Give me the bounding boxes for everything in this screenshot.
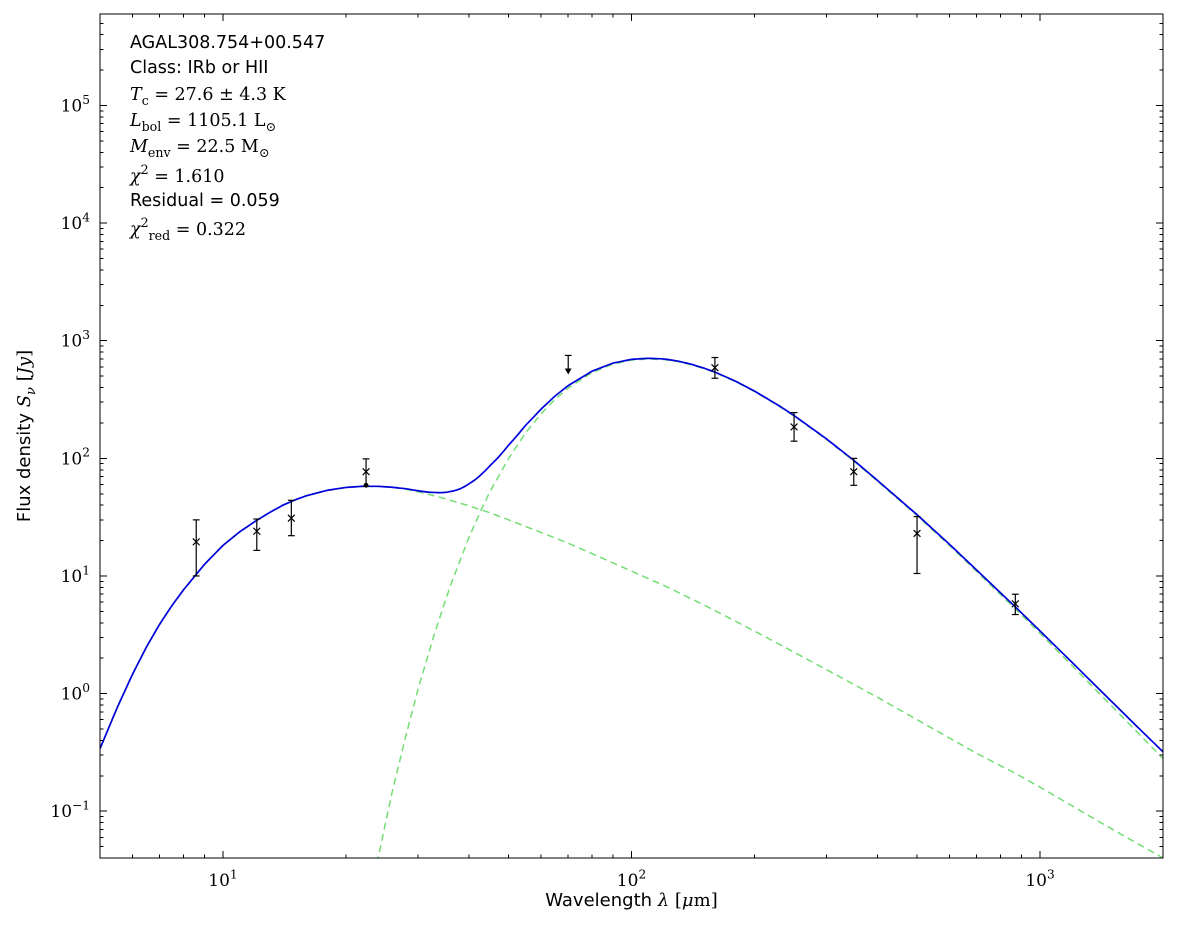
x-marker [711, 363, 719, 372]
data-points [192, 354, 1020, 616]
data-point [252, 518, 261, 551]
data-point [711, 356, 719, 379]
y-tick-label: 102 [61, 446, 90, 470]
data-point [790, 411, 798, 442]
down-arrowhead [564, 368, 572, 375]
annotation-bolometric-luminosity: Lbol = 1105.1 L⊙ [129, 111, 276, 134]
annotation-chi-square: χ2 = 1.610 [128, 162, 225, 187]
model-curves [100, 357, 1163, 858]
y-axis-label-group: Flux density Sν [Jy] [14, 350, 39, 522]
annotation-source-class: Class: IRb or HII [130, 58, 268, 78]
data-point [849, 457, 858, 486]
x-marker [252, 527, 261, 536]
y-tick-label: 101 [61, 563, 90, 587]
tick-labels: 101 102 103 10−1 100 101 102 103 104 105 [50, 93, 1054, 891]
y-tick-label: 103 [61, 328, 90, 352]
annotation-residual: Residual = 0.059 [130, 191, 280, 211]
x-marker [287, 514, 296, 523]
y-tick-label: 10−1 [50, 798, 90, 822]
upper-limit-marker [564, 354, 572, 375]
x-marker [192, 538, 201, 546]
x-tick-label: 102 [617, 867, 646, 891]
annotation-reduced-chi-square: χ2red = 0.322 [128, 215, 246, 243]
y-tick-label: 100 [61, 681, 90, 705]
data-point [1011, 593, 1020, 616]
data-point [913, 515, 921, 575]
annotation-envelope-mass: Menv = 22.5 M⊙ [129, 137, 269, 160]
data-point [362, 458, 370, 487]
x-marker [913, 529, 921, 538]
annotation-cold-temperature: Tc = 27.6 ± 4.3 K [130, 85, 287, 108]
plot-frame [99, 13, 1164, 859]
fit-annotations: AGAL308.754+00.547 Class: IRb or HII Tc = … [128, 33, 325, 243]
data-point [287, 499, 296, 537]
axes [99, 13, 1164, 859]
annotation-source-name: AGAL308.754+00.547 [130, 33, 325, 53]
plot-background [100, 14, 1163, 858]
hot-component-curve [100, 485, 1163, 858]
x-marker [790, 423, 798, 431]
model-total-curve [100, 357, 1163, 753]
y-tick-label: 104 [61, 210, 91, 234]
x-marker [362, 467, 370, 476]
x-tick-label: 101 [208, 867, 237, 891]
y-axis-label: Flux density Sν [Jy] [14, 350, 39, 522]
model-marker-dot [363, 482, 369, 488]
x-axis-label: Wavelength λ [μm] [545, 890, 717, 911]
x-marker [849, 467, 858, 476]
x-tick-label: 103 [1025, 867, 1054, 891]
data-point [192, 519, 201, 577]
x-marker [1011, 599, 1020, 608]
y-tick-label: 105 [61, 93, 90, 117]
